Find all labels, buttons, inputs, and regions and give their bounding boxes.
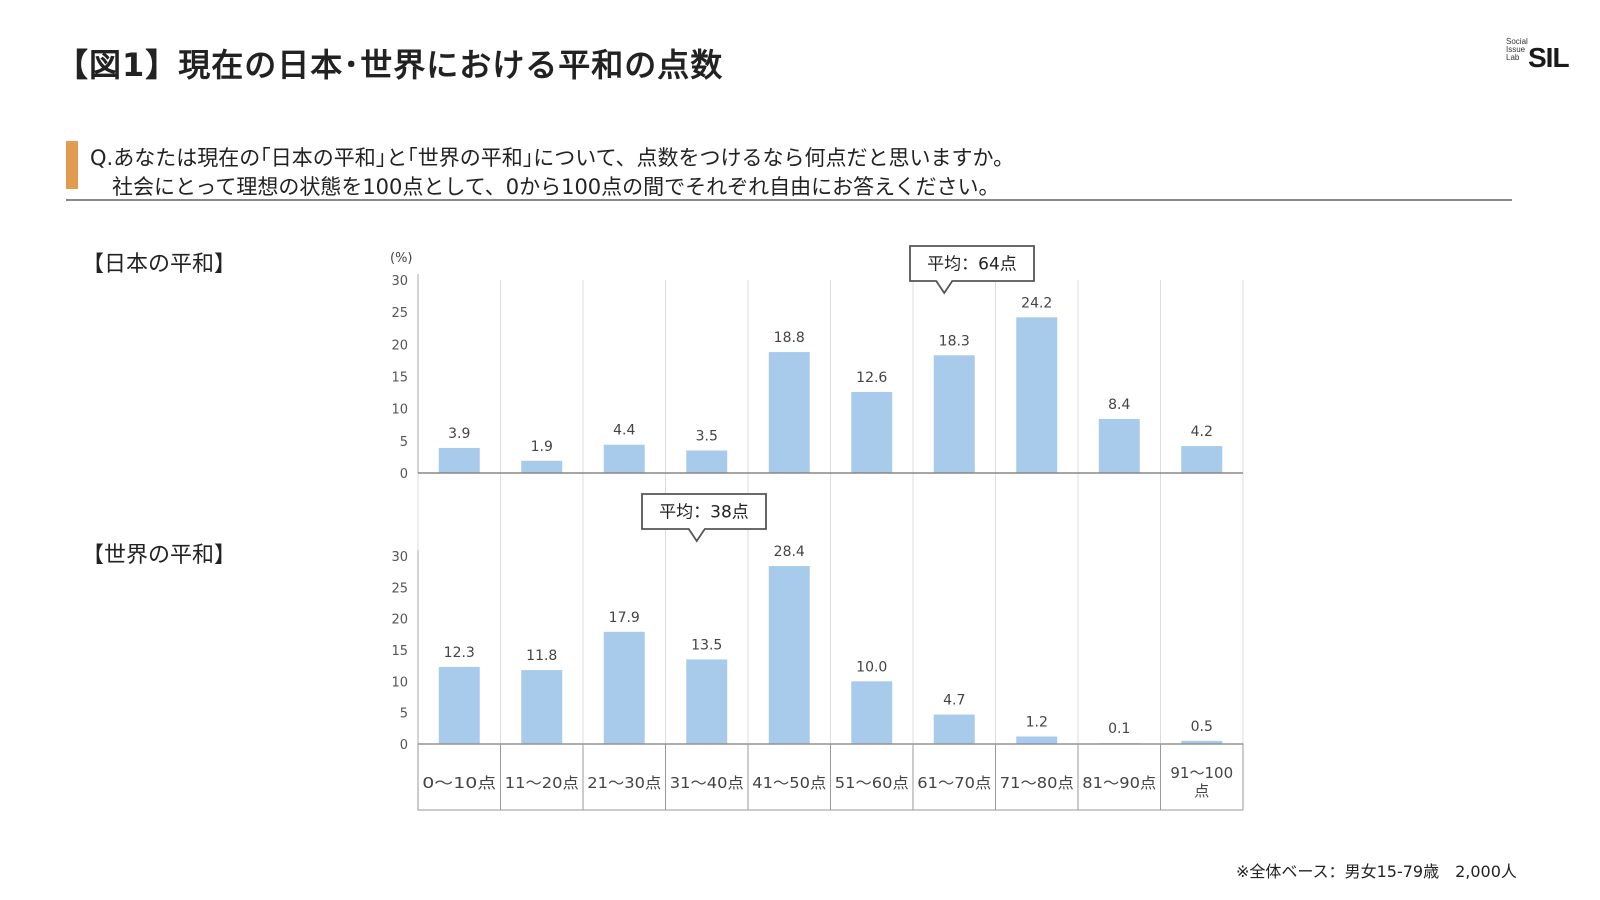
y-tick-label: 20 [391,338,408,353]
unit-label: (%) [390,251,413,266]
average-callout-box [641,493,767,543]
data-label: 3.5 [696,428,718,444]
data-label: 12.3 [444,645,475,661]
bar [933,714,975,744]
y-tick-label: 25 [391,306,408,321]
average-callout-text: 平均：64点 [927,255,1017,275]
data-label: 4.2 [1191,424,1213,440]
y-tick-label: 0 [400,738,408,753]
data-label: 3.9 [448,426,470,442]
x-tick-label: 81～90点 [1082,774,1156,792]
x-tick-label: 0～10点 [422,774,496,792]
x-tick-label: 61～70点 [917,774,991,792]
footnote: ※全体ベース：男女15-79歳 2,000人 [1236,862,1517,881]
x-tick-label-line: 点 [1194,782,1209,800]
bar [686,659,728,744]
average-callout-text: 平均：38点 [659,503,749,523]
bar [933,355,975,473]
x-tick-label: 31～40点 [670,774,744,792]
bar [768,352,810,473]
x-tick-label: 11～20点 [505,774,579,792]
data-label: 24.2 [1021,295,1052,311]
y-tick-label: 10 [391,403,408,418]
bar [1016,317,1058,473]
data-label: 0.1 [1108,721,1130,737]
logo-line-social: Social [1506,37,1528,46]
sil-logo: Social Issue Lab SIL [1506,38,1582,78]
bar [438,447,480,473]
y-tick-label: 30 [391,274,408,289]
data-label: 1.9 [531,439,553,455]
bar [1098,418,1140,473]
header-divider [66,199,1512,201]
logo-line-issue: Issue [1506,45,1526,54]
x-tick-label: 41～50点 [752,774,826,792]
bar [1016,736,1058,744]
bar [1181,740,1223,744]
data-label: 4.7 [943,693,965,709]
logo-line-lab: Lab [1506,53,1520,62]
section-label-world: 【世界の平和】 [82,543,237,568]
bar [768,566,810,744]
x-tick-label-line: 91～100 [1170,764,1233,782]
average-callout-box [909,245,1035,295]
bar [1181,445,1223,473]
data-label: 17.9 [609,610,640,626]
data-label: 13.5 [691,637,722,653]
y-tick-label: 15 [391,371,408,386]
y-tick-label: 30 [391,550,408,565]
bar [521,460,563,473]
y-tick-label: 15 [391,644,408,659]
data-label: 0.5 [1191,719,1213,735]
data-label: 8.4 [1108,397,1130,413]
bar [603,631,645,744]
bar [521,670,563,744]
data-label: 1.2 [1026,714,1048,730]
bar [851,681,893,744]
x-tick-label: 21～30点 [587,774,661,792]
section-label-japan: 【日本の平和】 [82,252,237,277]
bar [438,666,480,744]
x-tick-label: 51～60点 [835,774,909,792]
data-label: 18.3 [939,333,970,349]
question-line-2: 社会にとって理想の状態を100点として、0から100点の間でそれぞれ自由にお答え… [112,175,1000,199]
y-tick-label: 10 [391,675,408,690]
logo-text: SIL [1528,42,1570,73]
bar [603,444,645,473]
page-title: 【図1】現在の日本･世界における平和の点数 [56,46,724,84]
x-tick-label: 71～80点 [1000,774,1074,792]
y-tick-label: 0 [400,467,408,482]
data-label: 12.6 [856,370,887,386]
y-tick-label: 25 [391,581,408,596]
data-label: 10.0 [856,659,887,675]
question-line-1: Q.あなたは現在の｢日本の平和｣と｢世界の平和｣について、点数をつけるなら何点だ… [90,146,1015,170]
y-tick-label: 5 [400,707,408,722]
bar [851,391,893,473]
data-label: 4.4 [613,423,635,439]
bar [686,450,728,473]
logo-small-text: Social Issue Lab [1506,38,1528,62]
y-tick-label: 5 [400,435,408,450]
data-label: 11.8 [526,648,557,664]
x-tick-label: 91～100 点 [1170,764,1233,800]
data-label: 28.4 [774,544,805,560]
y-tick-label: 20 [391,613,408,628]
data-label: 18.8 [774,330,805,346]
question-accent-bar [66,141,78,189]
